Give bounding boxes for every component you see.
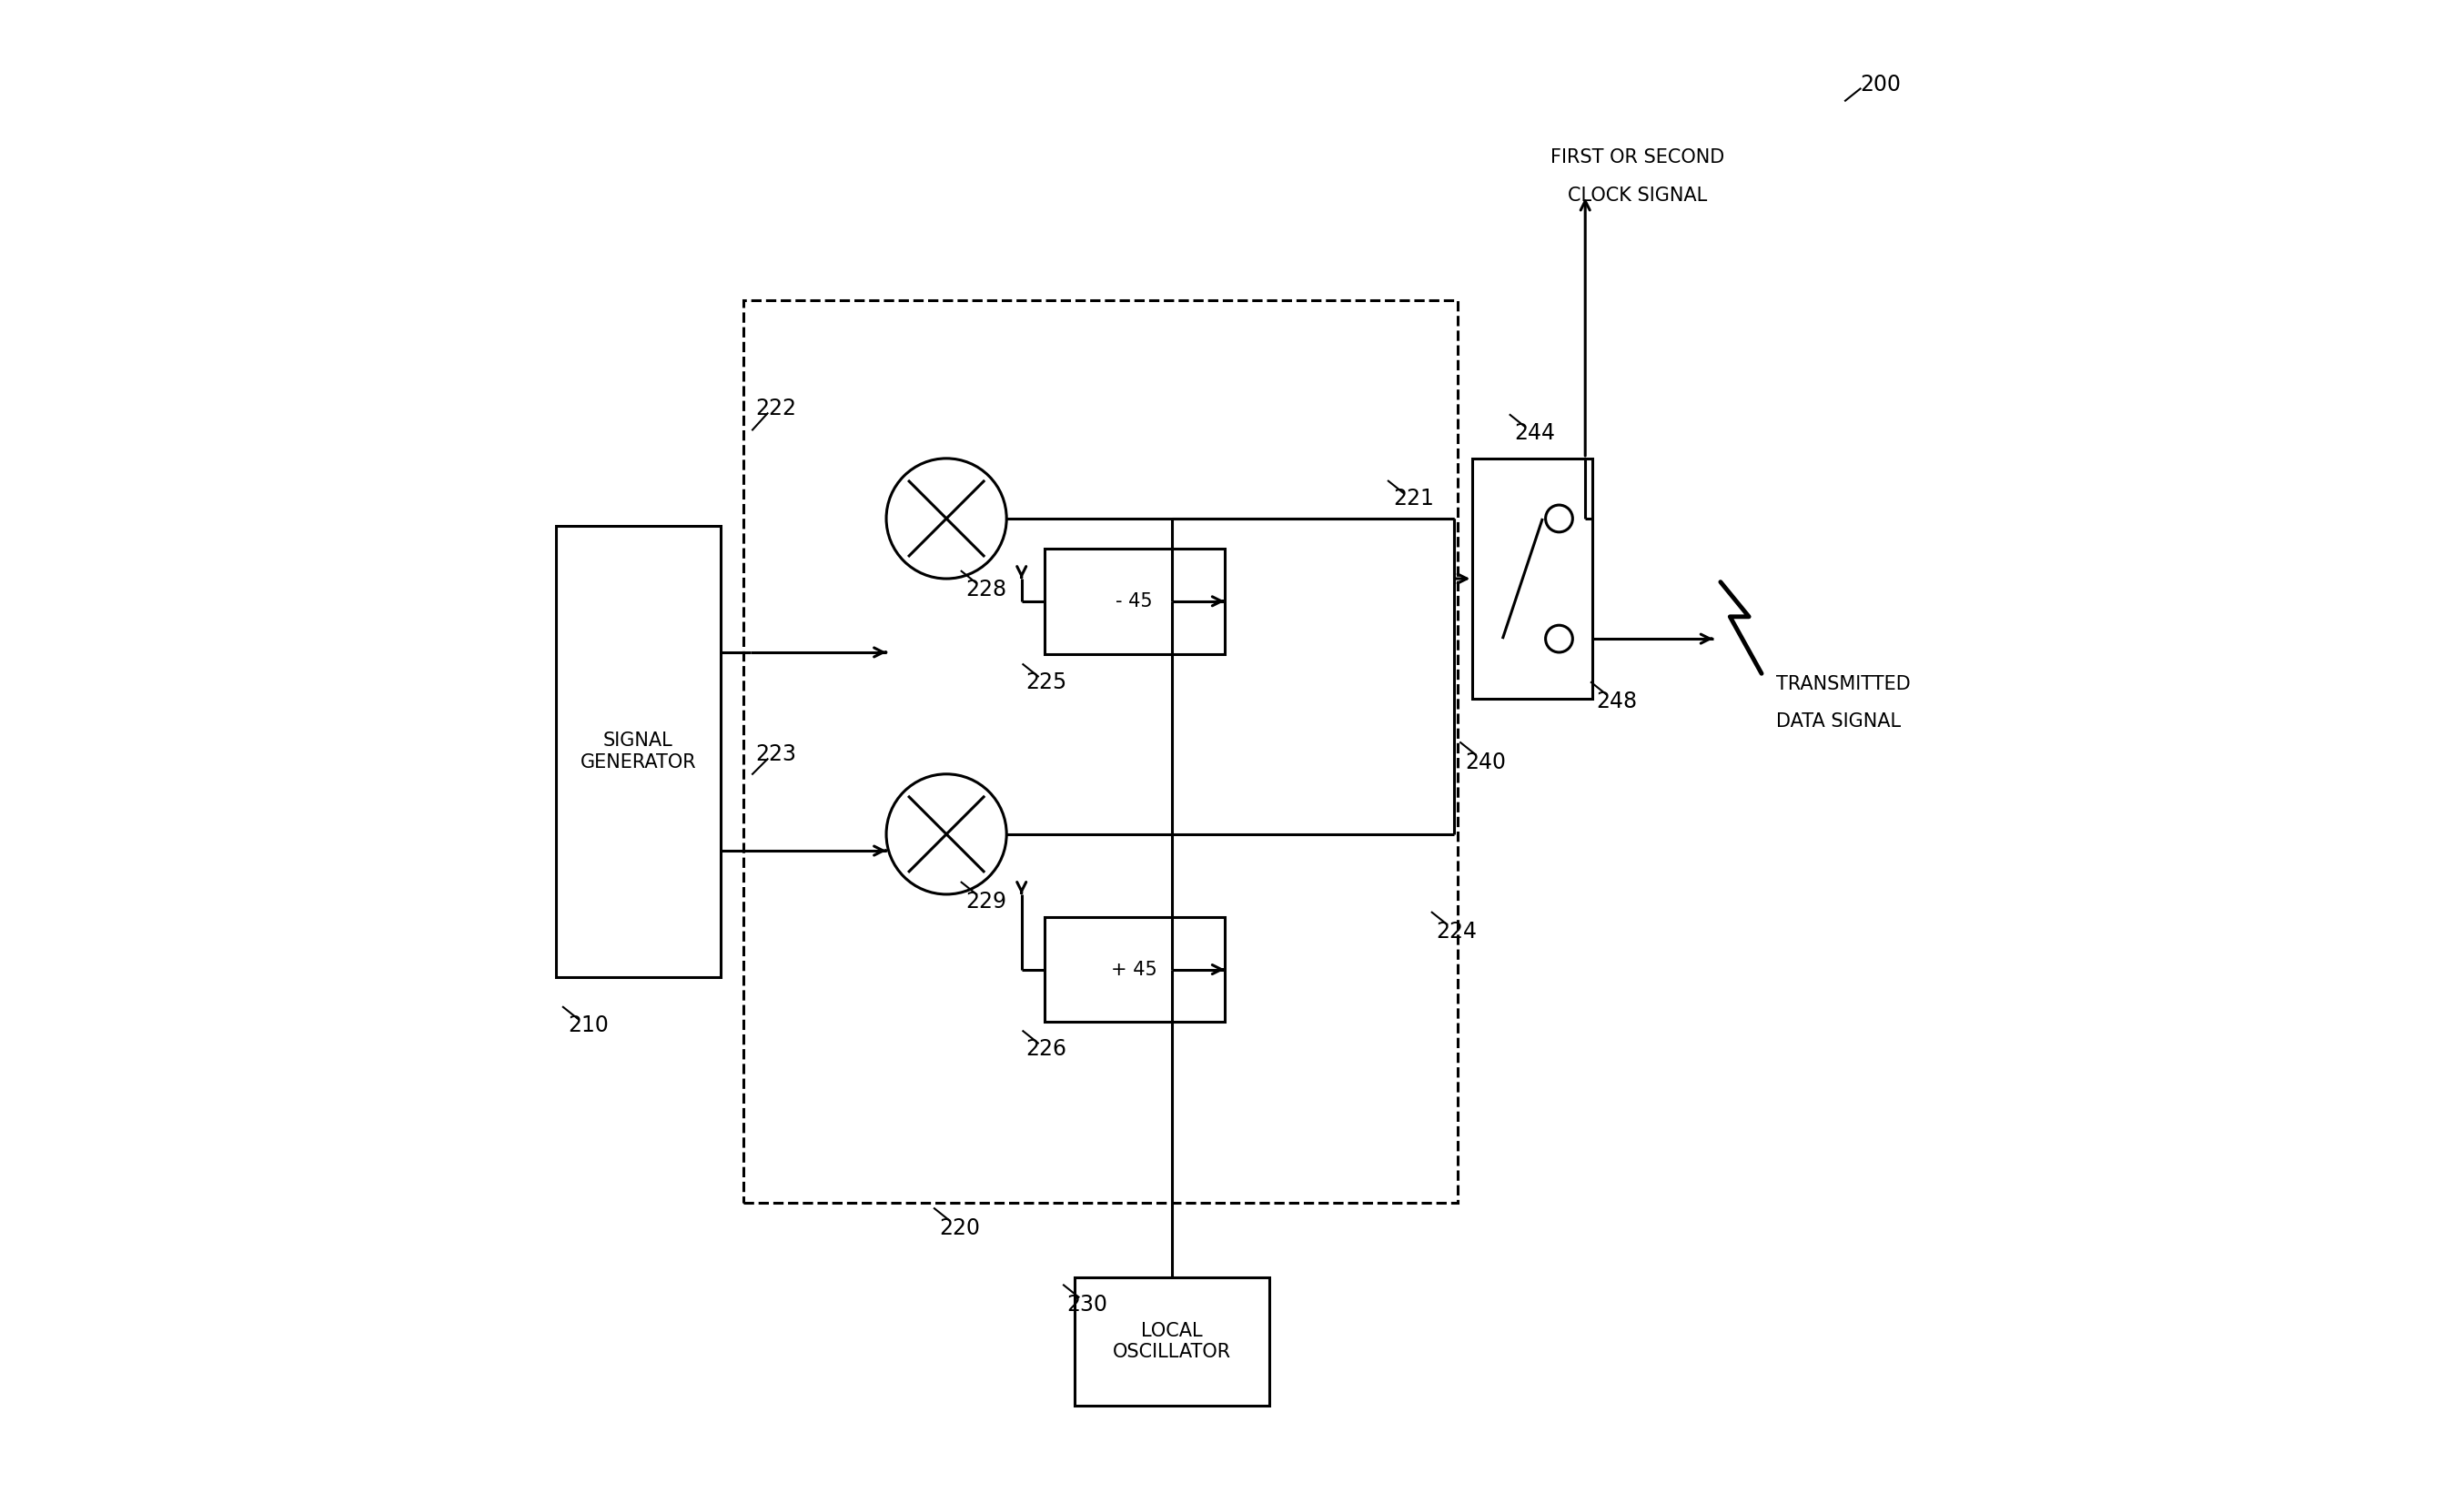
Text: 220: 220 xyxy=(939,1217,981,1238)
Circle shape xyxy=(887,458,1005,579)
Text: 244: 244 xyxy=(1515,422,1555,443)
Text: 221: 221 xyxy=(1392,488,1434,510)
Text: 222: 222 xyxy=(756,398,796,419)
Text: 223: 223 xyxy=(756,744,796,765)
Text: 240: 240 xyxy=(1466,752,1506,773)
Bar xyxy=(1045,917,1225,1022)
Text: 210: 210 xyxy=(567,1015,609,1036)
Text: CLOCK SIGNAL: CLOCK SIGNAL xyxy=(1567,186,1708,204)
Text: 230: 230 xyxy=(1067,1294,1109,1315)
Text: DATA SIGNAL: DATA SIGNAL xyxy=(1777,712,1900,730)
Text: + 45: + 45 xyxy=(1111,960,1158,978)
Text: 229: 229 xyxy=(966,891,1008,912)
Text: 226: 226 xyxy=(1025,1039,1067,1060)
Text: SIGNAL
GENERATOR: SIGNAL GENERATOR xyxy=(579,732,697,771)
Bar xyxy=(1045,549,1225,654)
Circle shape xyxy=(1545,505,1572,532)
Circle shape xyxy=(887,774,1005,894)
Bar xyxy=(1473,458,1592,699)
Bar xyxy=(1074,1278,1269,1405)
Text: 248: 248 xyxy=(1597,691,1636,712)
Text: 224: 224 xyxy=(1437,921,1478,942)
Text: TRANSMITTED: TRANSMITTED xyxy=(1777,675,1910,693)
Bar xyxy=(554,526,722,977)
Bar xyxy=(744,301,1459,1202)
Text: FIRST OR SECOND: FIRST OR SECOND xyxy=(1550,149,1725,167)
Text: 228: 228 xyxy=(966,579,1008,600)
Circle shape xyxy=(1545,625,1572,652)
Text: 225: 225 xyxy=(1025,672,1067,693)
Text: LOCAL
OSCILLATOR: LOCAL OSCILLATOR xyxy=(1114,1321,1232,1362)
Text: 200: 200 xyxy=(1860,74,1902,95)
Text: - 45: - 45 xyxy=(1116,592,1153,610)
